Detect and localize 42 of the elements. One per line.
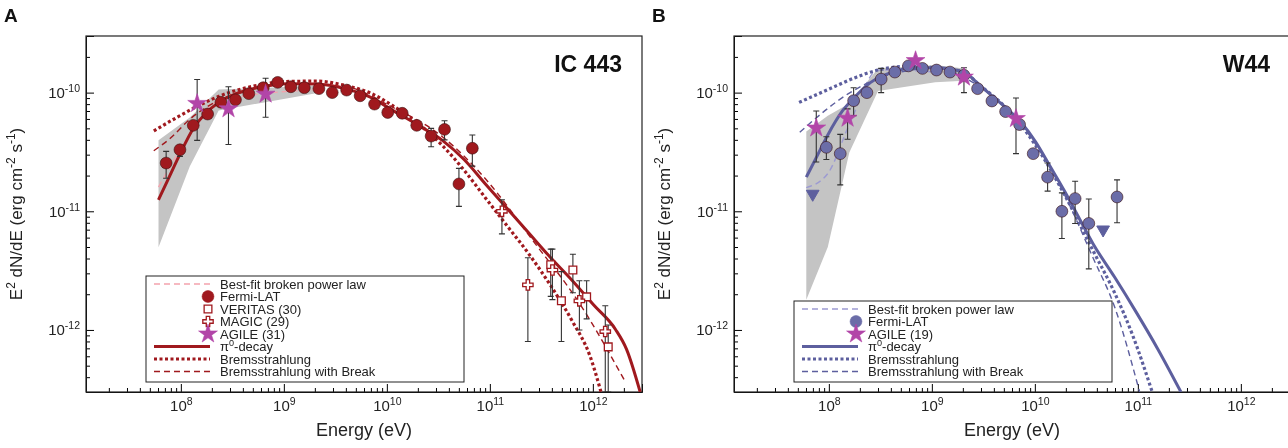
legend-label: Fermi-LAT bbox=[220, 289, 281, 304]
point bbox=[1055, 205, 1069, 218]
point bbox=[1041, 170, 1054, 184]
point bbox=[834, 147, 847, 160]
x-tick-label: 10$^{11}$ bbox=[1124, 394, 1153, 414]
point bbox=[820, 141, 833, 154]
x-axis-title: Energy (eV) bbox=[315, 420, 413, 440]
y-tick-label: 10$^{-10}$ bbox=[48, 81, 81, 101]
point bbox=[860, 86, 874, 99]
chart-title: A bbox=[4, 5, 18, 26]
x-axis-title: Energy (eV) bbox=[963, 420, 1061, 440]
x-tick-label: 10$^{10}$ bbox=[1021, 394, 1050, 414]
point bbox=[888, 65, 902, 79]
point bbox=[1082, 217, 1096, 230]
y-tick-label: 10$^{-11}$ bbox=[48, 200, 81, 220]
point bbox=[943, 65, 957, 79]
y-tick-label: 10$^{-10}$ bbox=[696, 81, 729, 101]
x-tick-label: 10$^{11}$ bbox=[476, 394, 505, 414]
x-tick-label: 10$^{12}$ bbox=[1227, 394, 1256, 414]
legend-label: Best-fit broken power law bbox=[868, 301, 1015, 317]
legend-label: Best-fit broken power law bbox=[220, 276, 367, 292]
x-tick-label: 10$^{12}$ bbox=[579, 394, 608, 414]
point bbox=[985, 94, 999, 108]
chart-title: B bbox=[652, 5, 666, 26]
x-tick-label: 10$^{9}$ bbox=[273, 394, 296, 414]
x-tick-label: 10$^{9}$ bbox=[921, 394, 944, 414]
point bbox=[930, 63, 943, 77]
point bbox=[999, 105, 1012, 118]
y-tick-label: 10$^{-12}$ bbox=[48, 319, 81, 339]
y-tick-label: 10$^{-11}$ bbox=[696, 200, 729, 220]
x-tick-label: 10$^{10}$ bbox=[373, 394, 402, 414]
point bbox=[847, 94, 860, 107]
point bbox=[874, 72, 888, 86]
x-tick-label: 10$^{8}$ bbox=[818, 394, 841, 414]
point bbox=[971, 82, 984, 95]
legend-label: Fermi-LAT bbox=[868, 314, 929, 329]
point bbox=[1068, 192, 1082, 205]
point bbox=[1026, 147, 1040, 160]
annotation: IC 443 bbox=[554, 51, 622, 77]
annotation: W44 bbox=[1222, 51, 1271, 77]
x-tick-label: 10$^{8}$ bbox=[170, 394, 193, 414]
y-tick-label: 10$^{-12}$ bbox=[696, 319, 729, 339]
